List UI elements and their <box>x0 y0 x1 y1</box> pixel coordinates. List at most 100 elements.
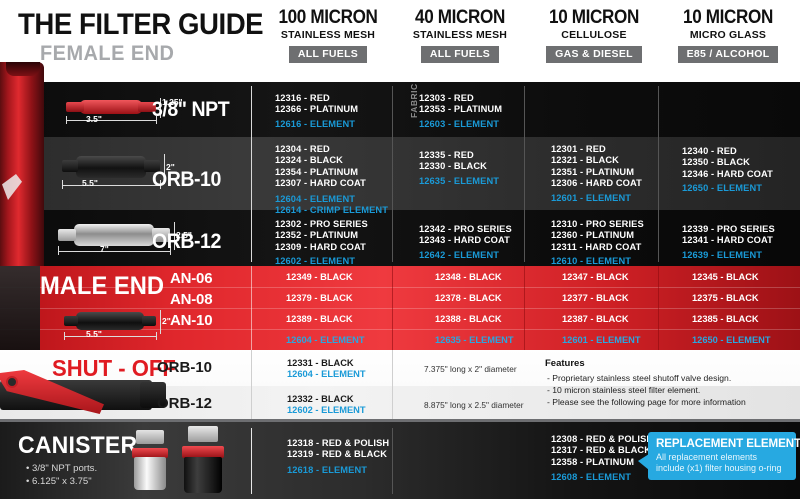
male-end-section-title: MALE END <box>40 272 165 300</box>
row-label-orb12: ORB-12 <box>152 230 221 253</box>
part-number: 12366 - PLATINUM <box>275 104 359 115</box>
cell-orb12-100micron: 12302 - PRO SERIES 12352 - PLATINUM 1230… <box>275 219 368 268</box>
product-thumbnail-orb12: 7" 2.5" <box>56 218 196 262</box>
column-micron-label: 10 MICRON <box>549 7 639 28</box>
feature-item: - Please see the following page for more… <box>547 397 746 407</box>
row-label-orb10: ORB-10 <box>152 168 221 191</box>
part-number: 12311 - HARD COAT <box>551 241 642 252</box>
column-divider <box>658 266 659 350</box>
row-label-an06: AN-06 <box>170 270 213 287</box>
part-number: 12385 - BLACK <box>692 314 759 324</box>
page-header: THE FILTER GUIDE FEMALE END 100 MICRON S… <box>0 0 800 82</box>
row-divider <box>0 329 800 330</box>
column-header-40-micron: 40 MICRON STAINLESS MESH ALL FUELS <box>392 8 528 63</box>
part-number: 12307 - HARD COAT <box>275 178 366 189</box>
part-number-element: 12618 - ELEMENT <box>287 464 368 475</box>
column-divider <box>392 266 393 350</box>
column-micron-label: 40 MICRON <box>415 7 505 28</box>
part-number: 12332 - BLACK <box>287 394 354 404</box>
part-number: 12387 - BLACK <box>562 314 629 324</box>
column-header-10-micron-cellulose: 10 MICRON CELLULOSE GAS & DIESEL <box>524 8 664 63</box>
cell-orb12-10micron-cellulose: 12310 - PRO SERIES 12360 - PLATINUM 1231… <box>551 219 644 268</box>
part-number: 12319 - RED & BLACK <box>287 449 388 460</box>
column-type-label: MICRO GLASS <box>689 29 767 41</box>
product-thumbnail-male: 5.5" 2" <box>60 306 180 346</box>
cell-canister-100micron: 12318 - RED & POLISH 12319 - RED & BLACK… <box>287 438 389 476</box>
part-number: 12379 - BLACK <box>286 293 353 303</box>
fabric-tag: FABRIC <box>409 83 419 118</box>
cell-orb10-100micron: 12304 - RED 12324 - BLACK 12354 - PLATIN… <box>275 144 388 216</box>
dimension-height: 2.5" <box>176 230 192 240</box>
feature-item: - 10 micron stainless steel filter eleme… <box>547 385 701 395</box>
row-label-shutoff-orb12: ORB-12 <box>157 395 213 412</box>
part-number-element: 12614 - CRIMP ELEMENT <box>275 205 389 216</box>
part-number: 12378 - BLACK <box>435 293 502 303</box>
part-number: 12341 - HARD COAT <box>682 235 773 246</box>
canister-spec: • 3/8" NPT ports. <box>26 463 98 474</box>
part-number-element: 12610 - ELEMENT <box>551 256 632 267</box>
part-number-element: 12635 - ELEMENT <box>419 175 500 186</box>
part-number-element: 12603 - ELEMENT <box>419 118 500 129</box>
part-number: 12347 - BLACK <box>562 272 629 282</box>
product-photo-canister-polish <box>128 430 178 494</box>
part-number: 12324 - BLACK <box>275 155 343 166</box>
part-number-element: 12650 - ELEMENT <box>682 183 763 194</box>
part-number: 12310 - PRO SERIES <box>551 219 644 229</box>
row-label-an08: AN-08 <box>170 291 213 308</box>
part-number: 12352 - PLATINUM <box>275 230 359 241</box>
section-divider <box>0 419 800 422</box>
shut-off-section: SHUT - OFF ORB-10 ORB-12 12331 - BLACK 1… <box>0 350 800 422</box>
part-number: 12316 - RED <box>275 93 330 103</box>
callout-body-line1: All replacement elements <box>656 452 758 462</box>
product-photo-canister-black <box>178 426 234 496</box>
part-number-element: 12650 - ELEMENT <box>692 335 771 345</box>
column-fuel-badge: ALL FUELS <box>288 46 368 63</box>
part-number-element: 12601 - ELEMENT <box>562 335 641 345</box>
part-number: 12349 - BLACK <box>286 272 353 282</box>
row-divider <box>0 287 800 288</box>
part-number-element: 12602 - ELEMENT <box>275 256 356 267</box>
part-number: 12317 - RED & BLACK <box>551 445 652 456</box>
column-divider <box>392 428 393 494</box>
part-number: 12353 - PLATINUM <box>419 104 503 115</box>
part-number: 12375 - BLACK <box>692 293 759 303</box>
dimension-length: 3.5" <box>86 114 102 124</box>
female-end-section-title: FEMALE END <box>40 42 175 65</box>
product-thumbnail-npt: 3.5" 1.25" <box>62 94 183 126</box>
part-number: 12354 - PLATINUM <box>275 166 359 177</box>
column-header-100-micron: 100 MICRON STAINLESS MESH ALL FUELS <box>258 8 398 63</box>
part-number-element: 12639 - ELEMENT <box>682 249 763 260</box>
cell-orb12-10micron-microglass: 12339 - PRO SERIES 12341 - HARD COAT 126… <box>682 224 775 261</box>
column-micron-label: 10 MICRON <box>683 7 773 28</box>
features-heading: Features <box>545 358 585 369</box>
part-number-element: 12616 - ELEMENT <box>275 118 356 129</box>
row-divider <box>0 308 800 309</box>
callout-tail-icon <box>638 454 649 470</box>
part-number-element: 12601 - ELEMENT <box>551 192 632 203</box>
part-number-element: 12604 - ELEMENT <box>275 193 356 204</box>
cell-npt-40micron: 12303 - RED 12353 - PLATINUM 12603 - ELE… <box>419 93 502 130</box>
part-number: 12335 - RED <box>419 150 474 160</box>
dimension-height: 2" <box>162 316 171 326</box>
part-number: 12308 - RED & POLISH <box>551 434 654 444</box>
row-label-npt: 3/8" NPT <box>152 98 230 121</box>
dimension-length: 5.5" <box>86 329 102 339</box>
part-number: 12358 - PLATINUM <box>551 456 635 467</box>
canister-section-title: CANISTER <box>18 432 138 459</box>
part-number: 12348 - BLACK <box>435 272 502 282</box>
cell-orb12-40micron: 12342 - PRO SERIES 12343 - HARD COAT 126… <box>419 224 512 261</box>
cell-orb10-40micron: 12335 - RED 12330 - BLACK 12635 - ELEMEN… <box>419 150 499 187</box>
part-number: 12345 - BLACK <box>692 272 759 282</box>
replacement-elements-callout: REPLACEMENT ELEMENTS All replacement ele… <box>638 432 800 480</box>
column-type-label: STAINLESS MESH <box>412 29 508 41</box>
callout-body-line2: include (x1) filter housing o-ring <box>656 463 782 473</box>
feature-item: - Proprietary stainless steel shutoff va… <box>547 373 732 383</box>
column-divider <box>524 266 525 350</box>
column-divider <box>251 350 252 422</box>
column-divider <box>658 86 659 262</box>
part-number-element: 12604 - ELEMENT <box>286 335 365 345</box>
part-number: 12340 - RED <box>682 146 737 156</box>
column-divider <box>251 86 252 262</box>
page-title: THE FILTER GUIDE <box>18 8 264 41</box>
part-number-element: 12604 - ELEMENT <box>287 369 366 380</box>
